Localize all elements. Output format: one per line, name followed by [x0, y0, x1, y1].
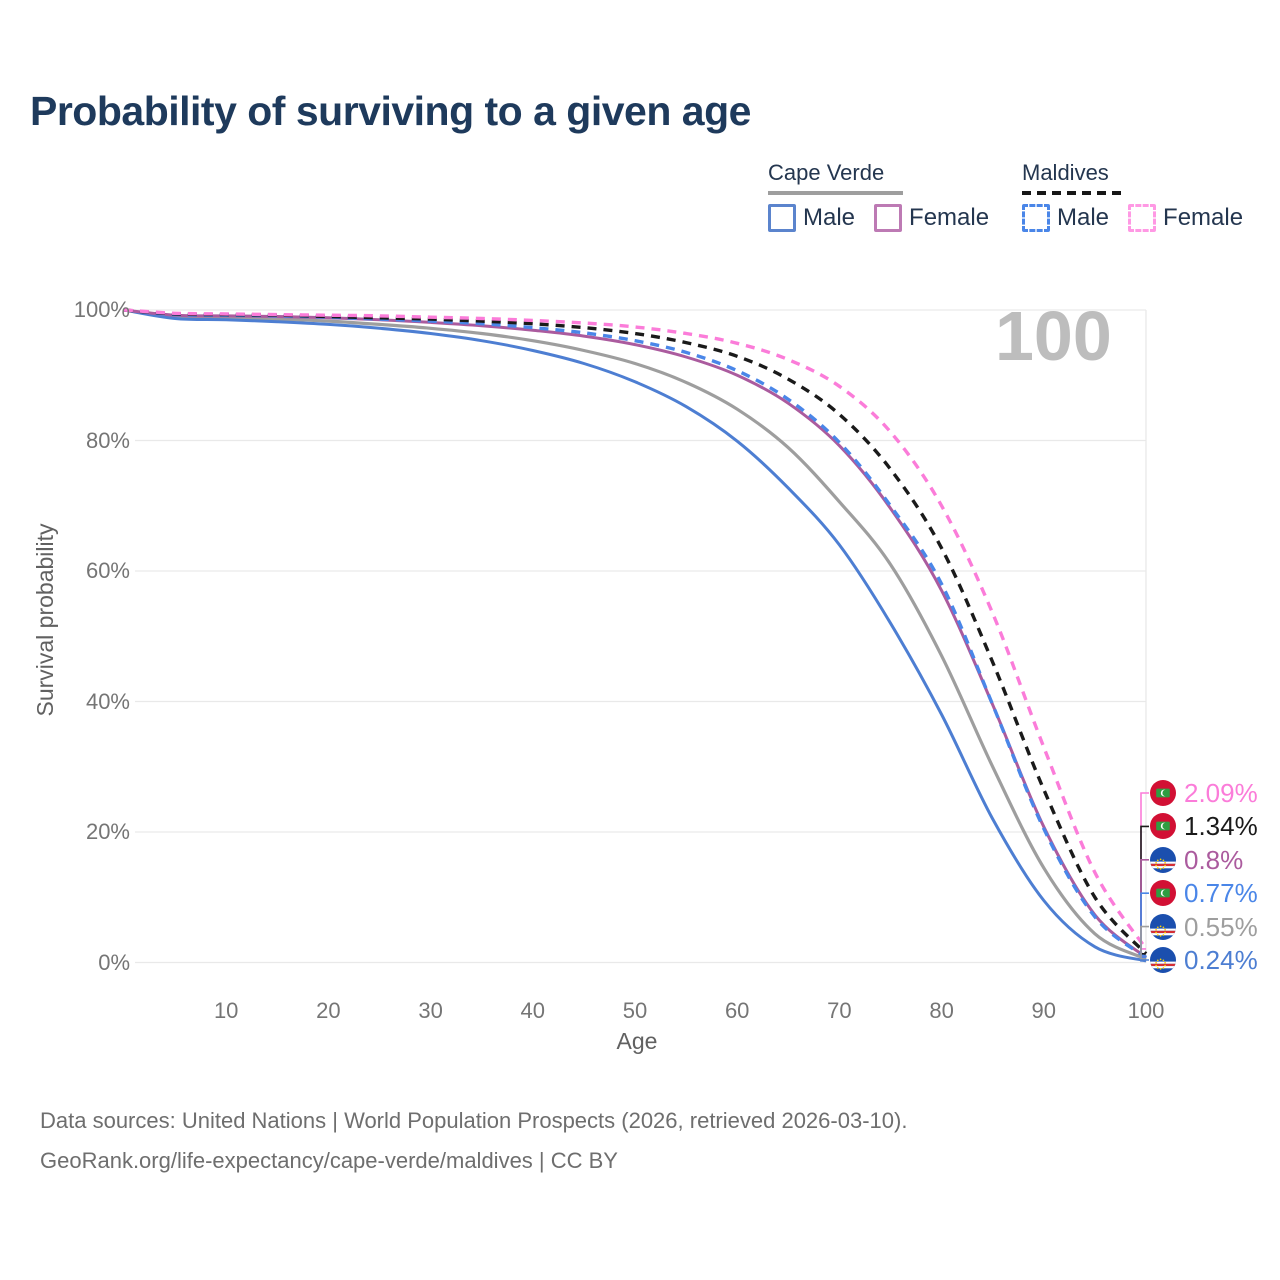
end-value-maldives-female: 2.09%	[1184, 778, 1258, 808]
x-tick-label-90: 90	[1031, 998, 1057, 1023]
curve-cape-verde-female[interactable]	[123, 308, 1147, 959]
legend-label-cape-verde-female: Female	[909, 204, 990, 231]
legend-linestyle-key-maldives	[1022, 191, 1126, 195]
leader-line-maldives-combined	[1140, 825, 1149, 955]
end-label-maldives-male: 0.77%	[1150, 878, 1258, 909]
legend-group-cape-verde: Cape Verde Male Female	[768, 160, 989, 232]
legend-country-cape-verde: Cape Verde	[768, 160, 885, 185]
end-label-cape-verde-female: 0.8%	[1150, 844, 1244, 875]
y-tick-label-60: 60%	[85, 558, 130, 583]
curve-cape-verde-combined[interactable]	[123, 308, 1147, 961]
legend-label-cape-verde-male: Male	[803, 204, 856, 231]
legend-item-cape-verde-female[interactable]: Female	[874, 204, 989, 232]
maldives-flag-icon	[1150, 880, 1176, 907]
x-tick-label-50: 50	[622, 998, 648, 1023]
legend-label-maldives-female: Female	[1163, 204, 1244, 231]
curve-cape-verde-male[interactable]	[123, 308, 1147, 963]
leader-line-maldives-female	[1140, 792, 1149, 950]
page-title: Probability of surviving to a given age	[30, 88, 751, 134]
legend-checkbox-cape-verde-female[interactable]	[874, 204, 903, 232]
legend-group-maldives: Maldives Male Female	[1022, 160, 1243, 232]
legend-item-maldives-female[interactable]: Female	[1128, 204, 1243, 232]
x-tick-label-60: 60	[724, 998, 750, 1023]
x-tick-label-10: 10	[213, 998, 239, 1023]
footer-data-sources: Data sources: United Nations | World Pop…	[40, 1108, 908, 1133]
y-tick-label-0: 0%	[98, 949, 130, 975]
y-tick-label-80: 80%	[85, 427, 130, 453]
end-label-cape-verde-male: 0.24%	[1150, 947, 1258, 973]
y-tick-label-40: 40%	[85, 688, 130, 714]
x-axis-title: Age	[616, 1028, 658, 1054]
grid-layer	[135, 309, 1147, 964]
legend-item-cape-verde-male[interactable]: Male	[768, 204, 855, 232]
end-label-maldives-combined: 1.34%	[1150, 811, 1258, 842]
end-value-cape-verde-male: 0.24%	[1184, 945, 1258, 975]
y-tick-label-100: 100%	[73, 297, 130, 322]
x-tick-label-80: 80	[929, 998, 954, 1023]
leader-line-maldives-male	[1140, 892, 1149, 959]
legend-checkbox-cape-verde-male[interactable]	[768, 204, 796, 232]
end-label-maldives-female: 2.09%	[1150, 780, 1258, 806]
legend-linestyle-key-cape-verde	[768, 191, 903, 195]
curve-maldives-male[interactable]	[123, 308, 1148, 959]
age-watermark: 100	[995, 297, 1112, 375]
curve-maldives-combined[interactable]	[123, 308, 1148, 955]
curve-layer	[123, 308, 1148, 963]
legend-checkbox-maldives-male[interactable]	[1022, 204, 1050, 232]
x-tick-label-70: 70	[827, 998, 852, 1023]
end-value-maldives-combined: 1.34%	[1184, 811, 1258, 842]
x-tick-label-20: 20	[316, 998, 341, 1023]
legend-item-maldives-male[interactable]: Male	[1022, 204, 1109, 232]
y-tick-label-20: 20%	[85, 819, 130, 844]
maldives-flag-icon	[1150, 780, 1176, 806]
leader-layer	[1140, 792, 1149, 962]
cape-verde-flag-icon	[1150, 847, 1176, 873]
legend-checkbox-maldives-female[interactable]	[1128, 204, 1157, 232]
x-tick-label-100: 100	[1127, 998, 1165, 1023]
end-value-maldives-male: 0.77%	[1184, 878, 1258, 909]
maldives-flag-icon	[1150, 813, 1176, 840]
legend-label-maldives-male: Male	[1057, 204, 1110, 231]
end-value-cape-verde-combined: 0.55%	[1184, 911, 1258, 942]
legend-country-maldives: Maldives	[1022, 160, 1109, 185]
end-value-cape-verde-female: 0.8%	[1184, 844, 1244, 875]
y-axis-title: Survival probability	[32, 523, 58, 717]
cape-verde-flag-icon	[1150, 914, 1176, 940]
end-label-cape-verde-combined: 0.55%	[1150, 911, 1258, 942]
x-tick-label-30: 30	[418, 998, 443, 1023]
x-tick-label-40: 40	[520, 998, 546, 1023]
footer-attribution: GeoRank.org/life-expectancy/cape-verde/m…	[40, 1148, 618, 1173]
curve-maldives-female[interactable]	[123, 308, 1148, 950]
cape-verde-flag-icon	[1150, 947, 1176, 973]
leader-line-cape-verde-male	[1140, 959, 1149, 962]
leader-line-cape-verde-combined	[1140, 925, 1149, 960]
